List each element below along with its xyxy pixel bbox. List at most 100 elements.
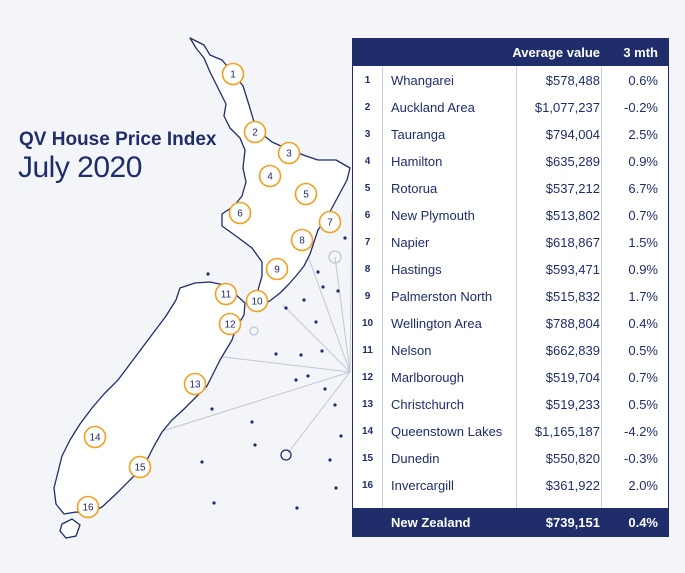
three-month-change: 1.7% <box>628 289 658 304</box>
location-marker: 6 <box>228 201 252 225</box>
region-name: Napier <box>391 235 430 250</box>
marker-label: 1 <box>230 70 236 81</box>
row-number: 13 <box>361 399 374 410</box>
average-value: $513,802 <box>545 208 600 223</box>
marker-circle <box>277 141 301 165</box>
region-name: Invercargill <box>391 478 454 493</box>
marker-circle <box>183 372 207 396</box>
marker-circle <box>214 282 238 306</box>
location-marker: 16 <box>76 495 100 519</box>
marker-label: 7 <box>327 218 333 229</box>
marker-circle <box>243 120 267 144</box>
three-month-change: 0.7% <box>628 208 658 223</box>
location-marker: 9 <box>265 257 289 281</box>
table-row: 13 Christchurch $519,233 0.5% <box>353 391 668 418</box>
average-value: $593,471 <box>545 262 600 277</box>
decorative-rings <box>249 250 342 461</box>
region-name: Tauranga <box>391 127 446 142</box>
average-value: $537,212 <box>545 181 600 196</box>
table-row: 2 Auckland Area $1,077,237 -0.2% <box>353 94 668 121</box>
location-marker: 1 <box>221 62 245 86</box>
row-number: 10 <box>361 318 374 329</box>
marker-label: 14 <box>89 433 101 444</box>
three-month-change: 1.5% <box>628 235 658 250</box>
three-month-change: 0.6% <box>628 73 658 88</box>
region-name: Whangarei <box>391 73 454 88</box>
region-name: Auckland Area <box>391 100 475 115</box>
marker-label: 16 <box>82 503 94 514</box>
average-value: $515,832 <box>545 289 600 304</box>
column-divider <box>516 66 517 509</box>
marker-circle <box>294 182 318 206</box>
total-change: 0.4% <box>628 515 658 530</box>
average-value: $794,004 <box>545 127 600 142</box>
three-month-change: 0.9% <box>628 262 658 277</box>
column-divider <box>601 66 602 509</box>
average-value: $550,820 <box>545 451 600 466</box>
table-row: 14 Queenstown Lakes $1,165,187 -4.2% <box>353 418 668 445</box>
location-marker: 15 <box>128 455 152 479</box>
region-name: Dunedin <box>391 451 440 466</box>
row-number: 8 <box>364 264 371 275</box>
table-row: 8 Hastings $593,471 0.9% <box>353 256 668 283</box>
table-row: 7 Napier $618,867 1.5% <box>353 229 668 256</box>
marker-label: 11 <box>221 290 232 301</box>
row-number: 14 <box>361 426 374 437</box>
marker-circle <box>318 210 342 234</box>
chart-subtitle: July 2020 <box>18 151 142 184</box>
three-month-change: -0.3% <box>624 451 658 466</box>
location-marker: 11 <box>214 282 238 306</box>
chart-title: QV House Price Index <box>19 129 217 150</box>
location-marker: 10 <box>245 289 269 313</box>
location-marker: 5 <box>294 182 318 206</box>
region-name: Christchurch <box>391 397 464 412</box>
table-header: Average value 3 mth <box>353 39 668 66</box>
region-name: Hastings <box>391 262 442 277</box>
south-island-shape <box>53 281 246 515</box>
average-value: $788,804 <box>545 316 600 331</box>
average-value: $618,867 <box>545 235 600 250</box>
table-row: 12 Marlborough $519,704 0.7% <box>353 364 668 391</box>
marker-circle <box>83 425 107 449</box>
table-row: 15 Dunedin $550,820 -0.3% <box>353 445 668 472</box>
row-number: 5 <box>364 183 371 194</box>
marker-circle <box>265 257 289 281</box>
row-number: 7 <box>364 237 371 248</box>
row-number: 1 <box>364 75 371 86</box>
region-name: Rotorua <box>391 181 438 196</box>
table-row: 1 Whangarei $578,488 0.6% <box>353 67 668 94</box>
table-row: 11 Nelson $662,839 0.5% <box>353 337 668 364</box>
three-month-change: 2.5% <box>628 127 658 142</box>
average-value: $519,704 <box>545 370 600 385</box>
marker-label: 6 <box>237 209 243 220</box>
region-name: Nelson <box>391 343 432 358</box>
average-value: $578,488 <box>545 73 600 88</box>
marker-label: 5 <box>303 190 309 201</box>
row-number: 11 <box>362 345 373 356</box>
total-value: $739,151 <box>545 515 600 530</box>
connector-lines <box>149 211 353 454</box>
header-average-value: Average value <box>512 45 600 60</box>
region-name: Wellington Area <box>391 316 482 331</box>
row-number: 9 <box>364 291 371 302</box>
three-month-change: 0.4% <box>628 316 658 331</box>
table-row: 9 Palmerston North $515,832 1.7% <box>353 283 668 310</box>
location-marker: 4 <box>258 164 282 188</box>
marker-label: 3 <box>286 149 292 160</box>
marker-circle <box>245 289 269 313</box>
row-number: 12 <box>361 372 374 383</box>
location-marker: 13 <box>183 372 207 396</box>
three-month-change: 0.5% <box>628 343 658 358</box>
marker-circle <box>218 312 242 336</box>
stewart-island-shape <box>59 518 81 539</box>
marker-circle <box>221 62 245 86</box>
region-name: Hamilton <box>391 154 443 169</box>
location-marker: 7 <box>318 210 342 234</box>
three-month-change: 0.7% <box>628 370 658 385</box>
average-value: $1,077,237 <box>534 100 600 115</box>
table-row: 10 Wellington Area $788,804 0.4% <box>353 310 668 337</box>
row-number: 6 <box>364 210 371 221</box>
column-divider <box>382 66 383 509</box>
